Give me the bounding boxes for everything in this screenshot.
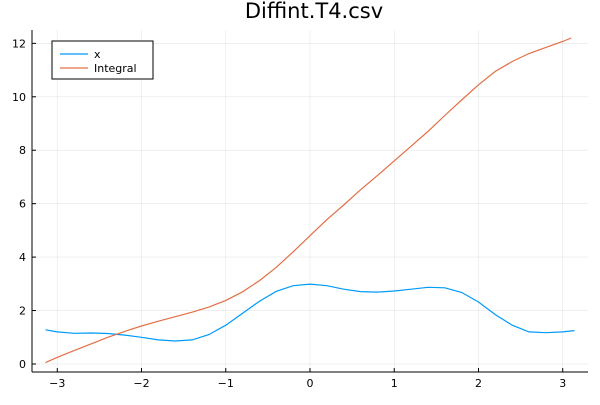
x-tick-label: 1 xyxy=(391,377,398,390)
series-line-x xyxy=(45,283,575,342)
x-tick-label: −2 xyxy=(133,377,149,390)
legend-label: x xyxy=(94,48,101,61)
y-tick-label: 4 xyxy=(19,251,26,264)
series-lines xyxy=(45,37,575,364)
y-tick-label: 8 xyxy=(19,144,26,157)
y-tick-label: 6 xyxy=(19,198,26,211)
series-line-integral xyxy=(45,37,572,364)
x-tick-label: −3 xyxy=(49,377,65,390)
x-tick-label: 3 xyxy=(559,377,566,390)
x-tick-label: −1 xyxy=(218,377,234,390)
y-tick-label: 10 xyxy=(12,91,26,104)
y-tick-label: 0 xyxy=(19,358,26,371)
legend-box xyxy=(51,40,154,80)
grid xyxy=(32,30,588,372)
y-tick-label: 2 xyxy=(19,305,26,318)
y-tick-label: 12 xyxy=(12,37,26,50)
x-tick-label: 2 xyxy=(475,377,482,390)
chart-title: Diffint.T4.csv xyxy=(245,0,383,23)
x-tick-label: 0 xyxy=(307,377,314,390)
legend-label: Integral xyxy=(94,62,137,75)
